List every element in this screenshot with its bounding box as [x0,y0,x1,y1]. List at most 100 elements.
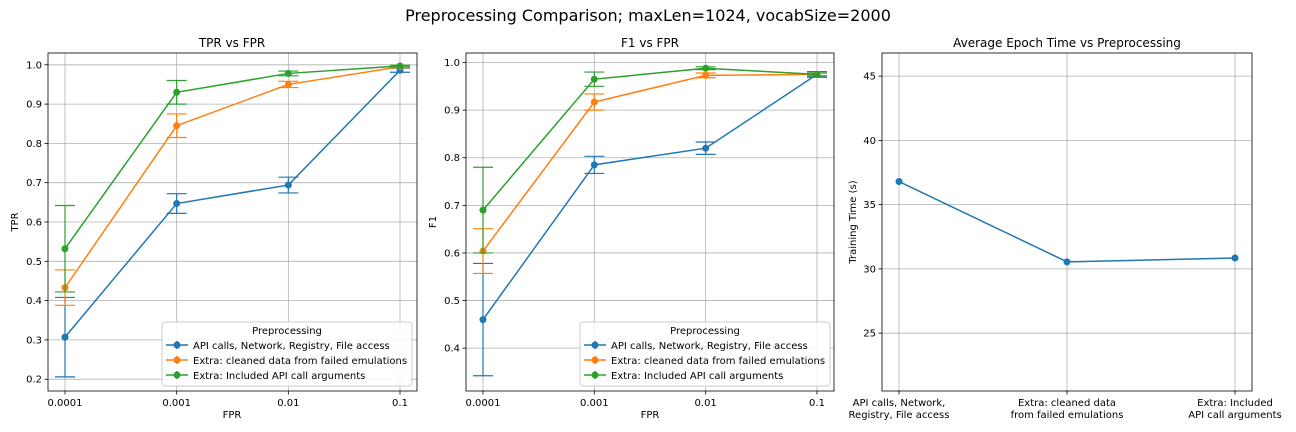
legend-entry: Extra: Included API call arguments [166,371,365,382]
legend-label: Extra: Included API call arguments [193,371,365,382]
x-axis-label: FPR [641,410,660,421]
data-point [895,178,903,186]
data-point [702,71,710,79]
data-point [396,62,404,70]
x-tick-label: 0.0001 [466,398,501,409]
y-tick-label: 0.4 [26,296,42,307]
tick-labels: 0.2 0.3 0.4 0.5 0.6 0.7 0.8 0.9 1.0 0.0001 0.001 0.… [26,60,408,409]
data-point [702,64,710,72]
y-tick-label: 0.8 [26,139,42,150]
legend-entry: API calls, Network, Registry, File acces… [584,341,808,352]
series-0 [895,178,1239,266]
x-tick-label: 0.001 [162,398,191,409]
data-point [813,70,821,78]
legend-title: Preprocessing [670,326,740,337]
x-tick-label: Extra: cleaned data from failed emulation… [1011,398,1124,421]
y-tick-label: 0.2 [26,375,42,386]
data-point [590,75,598,83]
y-tick-label: 0.7 [26,178,42,189]
data-point [173,200,181,208]
panel-title: Average Epoch Time vs Preprocessing [953,36,1181,50]
data-point [1231,254,1239,262]
y-tick-label: 0.9 [444,106,460,117]
y-axis-label: TPR [10,212,21,232]
series-line [64,69,401,338]
legend-box [161,321,413,387]
y-tick-label: 0.5 [444,296,460,307]
series-line [64,65,401,250]
series-0 [55,66,410,378]
legend-label: API calls, Network, Registry, File acces… [193,341,390,352]
figure-suptitle: Preprocessing Comparison; maxLen=1024, v… [405,6,891,25]
data-point [284,80,292,88]
y-tick-label: 0.6 [26,218,42,229]
series-2 [473,64,827,254]
legend-entry: API calls, Network, Registry, File acces… [166,341,390,352]
plot-frame [47,52,418,392]
legend-marker [591,371,599,379]
y-tick-label: 0.6 [444,248,460,259]
y-tick-label: 1.0 [444,58,460,69]
data-point [173,122,181,130]
series-line [64,66,401,289]
legend-entry: Extra: cleaned data from failed emulatio… [166,356,407,367]
legend-marker [173,341,181,349]
legend-box [579,321,831,387]
series-1 [55,63,410,306]
y-axis-label: F1 [428,216,439,228]
x-tick-label: 0.0001 [48,398,83,409]
series-line [482,73,818,252]
data-point [284,69,292,77]
x-tick-label: 0.001 [580,398,609,409]
y-tick-label: 0.7 [444,201,460,212]
panel-f1-vs-fpr: F1 vs FPR FPR F1 0.40.50.60.70.80.91.00.… [428,36,835,421]
tick-labels: 25 30 35 40 45 API calls, Network, Registry, F… [849,72,1282,421]
data-point [590,98,598,106]
y-tick-label: 0.8 [444,153,460,164]
legend-entry: Extra: Included API call arguments [584,371,783,382]
y-tick-label: 0.3 [26,335,42,346]
grid-lines [882,53,1252,391]
data-point [61,333,69,341]
x-tick-label: 0.01 [695,398,717,409]
y-tick-label: 30 [863,264,876,275]
y-tick-label: 35 [863,200,876,211]
series-line [482,73,818,321]
data-series [55,62,410,378]
y-tick-label: 0.9 [26,100,42,111]
plot-frame [465,52,835,392]
series-2 [55,62,410,293]
data-series [895,178,1239,266]
plot-frame [881,52,1253,392]
x-tick-label: 0.1 [392,398,408,409]
y-tick-label: 45 [863,72,876,83]
x-tick-label: API calls, Network, Registry, File access [849,398,950,421]
legend-label: API calls, Network, Registry, File acces… [611,341,808,352]
series-1 [473,70,827,275]
legend: Preprocessing API calls, Network, Regist… [161,321,413,387]
legend-marker [591,341,599,349]
data-point [1063,258,1071,266]
legend-entry: Extra: cleaned data from failed emulatio… [584,356,825,367]
panel-epoch-time: Average Epoch Time vs Preprocessing Trai… [848,36,1282,421]
data-series [473,64,827,377]
data-point [61,245,69,253]
panel-title: TPR vs FPR [198,36,265,50]
x-axis-label: FPR [223,410,242,421]
y-tick-label: 0.5 [26,257,42,268]
legend-marker [173,371,181,379]
x-tick-label: 0.01 [277,398,299,409]
legend-label: Extra: Included API call arguments [611,371,783,382]
legend: Preprocessing API calls, Network, Regist… [579,321,831,387]
x-tick-label: 0.1 [809,398,825,409]
panel-tpr-vs-fpr: TPR vs FPR FPR TPR 0.2 0.3 0.4 0.5 0.6 0.7 0.8… [10,36,418,421]
data-point [479,206,487,214]
data-point [284,181,292,189]
y-tick-label: 1.0 [26,60,42,71]
legend-marker [591,356,599,364]
series-line [482,67,818,211]
x-tick-label: Extra: Included API call arguments [1188,398,1281,421]
data-point [702,144,710,152]
legend-label: Extra: cleaned data from failed emulatio… [611,356,825,367]
